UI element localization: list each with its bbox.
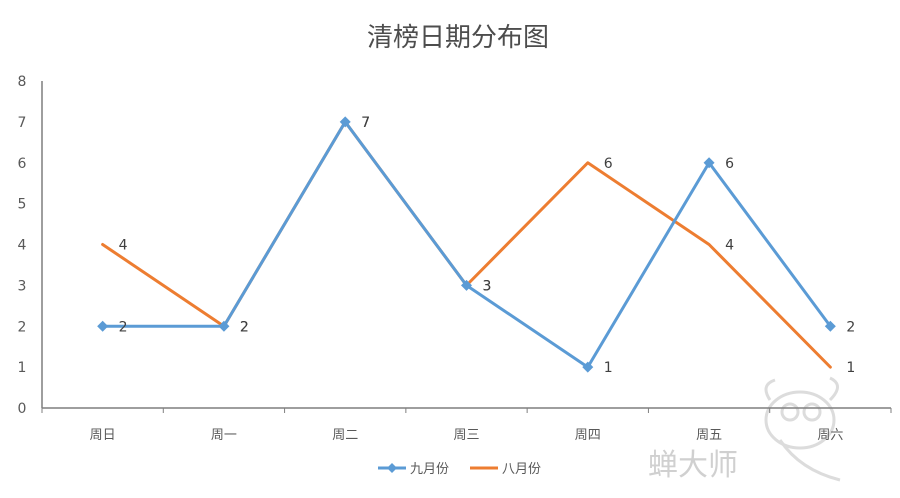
y-tick-label: 0 xyxy=(18,401,27,417)
data-label: 7 xyxy=(361,115,370,131)
data-label: 2 xyxy=(240,319,249,335)
y-tick-labels: 0 1 2 3 4 5 6 7 8 xyxy=(18,74,27,417)
data-label: 7 xyxy=(361,115,370,131)
data-point-marker xyxy=(461,279,472,291)
x-tick-label: 周五 xyxy=(696,428,722,443)
data-label: 1 xyxy=(846,360,855,376)
data-label: 6 xyxy=(725,156,734,172)
chart-title: 清榜日期分布图 xyxy=(367,23,549,53)
legend-marker xyxy=(387,463,397,473)
y-tick-label: 7 xyxy=(18,115,27,131)
y-tick-label: 4 xyxy=(18,238,27,254)
axes xyxy=(41,81,892,413)
y-tick-label: 5 xyxy=(18,197,27,213)
data-label: 4 xyxy=(119,238,128,254)
legend-entry: 八月份 xyxy=(502,462,541,477)
y-tick-label: 8 xyxy=(18,74,27,90)
series-layer xyxy=(97,116,836,373)
x-tick-label: 周日 xyxy=(90,428,116,443)
data-label: 2 xyxy=(846,319,855,335)
watermark-text: 蝉大师 xyxy=(648,448,738,483)
data-point-marker xyxy=(582,361,594,373)
cicada-logo-icon xyxy=(764,376,841,482)
data-point-marker xyxy=(218,320,230,332)
x-tick-label: 周二 xyxy=(332,428,358,443)
y-tick-label: 6 xyxy=(18,156,27,172)
y-tick-label: 1 xyxy=(18,360,27,376)
data-label: 6 xyxy=(604,156,613,172)
data-label: 1 xyxy=(604,360,613,376)
y-tick-label: 3 xyxy=(18,278,27,294)
y-tick-label: 2 xyxy=(18,319,27,335)
x-tick-label: 周六 xyxy=(817,428,843,443)
data-label: 2 xyxy=(119,319,128,335)
data-point-marker xyxy=(824,320,836,332)
series-line xyxy=(101,120,832,369)
data-point-marker xyxy=(97,320,109,332)
data-point-marker xyxy=(703,157,715,169)
data-point-marker xyxy=(339,116,351,128)
watermark: 蝉大师 xyxy=(648,376,841,483)
legend-entry: 九月份 xyxy=(410,462,449,477)
x-tick-labels: 周日 周一 周二 周三 周四 周五 周六 xyxy=(90,428,844,443)
x-tick-label: 周四 xyxy=(575,428,601,443)
series-line xyxy=(101,120,832,369)
x-tick-label: 周一 xyxy=(211,428,237,443)
data-label: 3 xyxy=(483,278,492,294)
data-label: 2 xyxy=(240,319,249,335)
data-label: 3 xyxy=(483,278,492,294)
x-tick-label: 周三 xyxy=(453,428,479,443)
legend: 九月份 八月份 xyxy=(378,462,541,477)
data-label: 4 xyxy=(725,238,734,254)
